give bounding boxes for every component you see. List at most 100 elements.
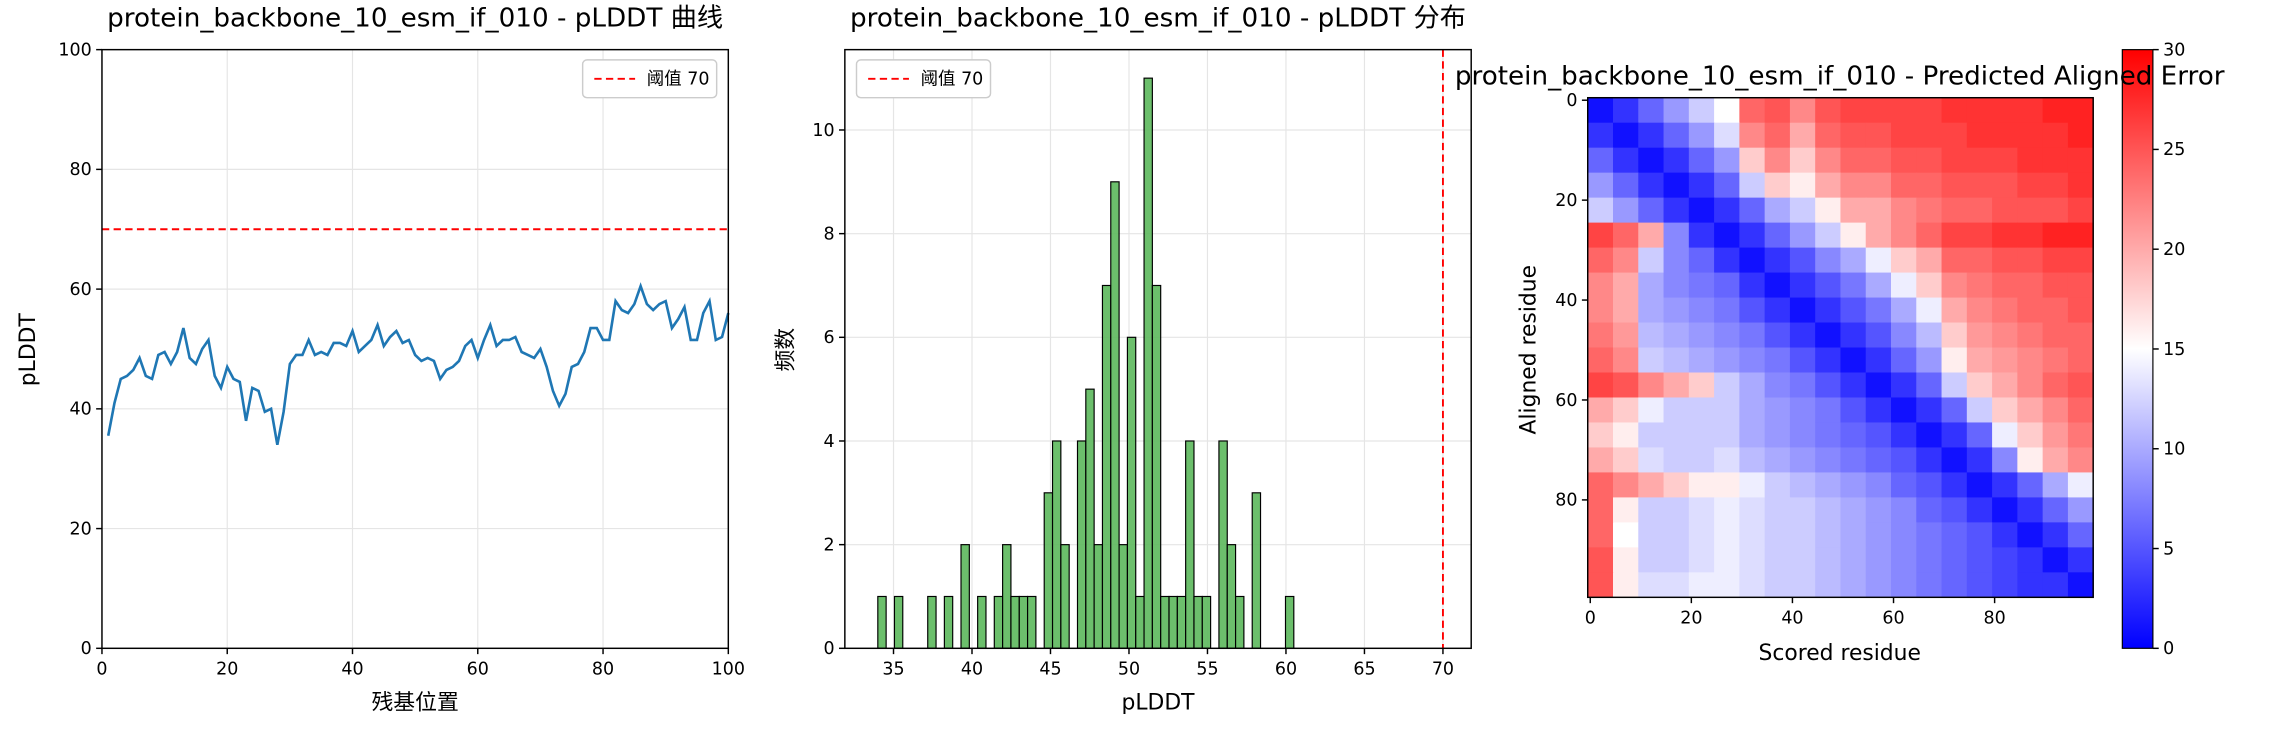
colorbar-tick-label: 15 — [2163, 340, 2185, 360]
histogram-bar — [1234, 595, 1245, 649]
heatmap-cell — [1941, 497, 1968, 523]
heatmap-cell — [1865, 447, 1892, 474]
histogram-bar — [1251, 492, 1262, 649]
heatmap-cell — [1613, 222, 1639, 249]
heatmap-cell — [1714, 447, 1740, 474]
heatmap-cell — [1613, 472, 1639, 498]
heatmap-cell — [1966, 422, 1993, 449]
heatmap-cell — [1865, 572, 1892, 598]
heatmap-cell — [1891, 572, 1917, 598]
heatmap-cell — [1638, 197, 1665, 224]
histogram-bar — [877, 595, 887, 649]
heatmap-cell — [1739, 172, 1766, 199]
heatmap-cell — [1688, 172, 1715, 199]
heatmap-cell — [1789, 397, 1816, 424]
x-tick-label: 60 — [467, 660, 489, 680]
heatmap-cell — [1688, 322, 1715, 349]
heatmap-cell — [1865, 522, 1892, 548]
heatmap-cell — [1663, 572, 1690, 598]
heatmap-cell — [1966, 397, 1993, 424]
heatmap-cell — [1865, 247, 1892, 274]
heatmap-cell — [1992, 197, 2018, 224]
heatmap-cell — [1739, 147, 1766, 174]
heatmap-cell — [1865, 322, 1892, 349]
heatmap-cell — [1865, 497, 1892, 523]
heatmap-cell — [1638, 497, 1665, 523]
heatmap-cell — [1891, 372, 1917, 399]
heatmap-cell — [1992, 297, 2018, 324]
heatmap-cell — [1613, 122, 1639, 149]
heatmap-cell — [1739, 522, 1766, 548]
legend-box — [581, 59, 718, 99]
heatmap-cell — [1739, 547, 1766, 573]
heatmap-cell — [1739, 247, 1766, 274]
heatmap-cell — [2067, 347, 2094, 374]
heatmap-cell — [1815, 247, 1842, 274]
heatmap-cell — [2042, 397, 2069, 424]
heatmap-cell — [1714, 197, 1740, 224]
heatmap-cell — [1663, 197, 1690, 224]
heatmap-cell — [2067, 547, 2094, 573]
heatmap-cell — [1688, 547, 1715, 573]
heatmap-cell — [1941, 347, 1968, 374]
heatmap-cell — [1992, 572, 2018, 598]
heatmap-cell — [1966, 497, 1993, 523]
heatmap-cell — [1663, 222, 1690, 249]
heatmap-cell — [2017, 522, 2044, 548]
x-tick-label: 0 — [1585, 609, 1596, 629]
heatmap-cell — [1840, 547, 1867, 573]
histogram-bar — [1151, 284, 1162, 649]
heatmap-cell — [1891, 522, 1917, 548]
heatmap-cell — [1916, 147, 1943, 174]
heatmap-cell — [2017, 397, 2044, 424]
heatmap-cell — [2067, 572, 2094, 598]
heatmap-cell — [2042, 372, 2069, 399]
heatmap-cell — [1916, 372, 1943, 399]
heatmap-cell — [2042, 447, 2069, 474]
heatmap-cell — [1815, 147, 1842, 174]
heatmap-cell — [1916, 522, 1943, 548]
heatmap-cell — [1739, 572, 1766, 598]
y-tick-label: 60 — [70, 280, 92, 300]
heatmap-cell — [1941, 372, 1968, 399]
heatmap-cell — [1916, 322, 1943, 349]
y-tick-label: 6 — [824, 328, 835, 348]
heatmap-cell — [1966, 222, 1993, 249]
heatmap-cell — [1992, 372, 2018, 399]
heatmap-cell — [2042, 222, 2069, 249]
heatmap-cell — [2042, 122, 2069, 149]
heatmap-cell — [1789, 122, 1816, 149]
heatmap-cell — [1941, 122, 1968, 149]
heatmap-cell — [1764, 122, 1791, 149]
heatmap-cell — [1688, 97, 1715, 124]
heatmap-cell — [1815, 347, 1842, 374]
heatmap-cell — [2017, 497, 2044, 523]
heatmap-cell — [1613, 197, 1639, 224]
y-axis-label: Aligned residue — [1516, 265, 1541, 434]
heatmap-cell — [1916, 197, 1943, 224]
heatmap-cell — [1992, 497, 2018, 523]
heatmap-cell — [1840, 297, 1867, 324]
heatmap-cell — [2042, 147, 2069, 174]
heatmap-cell — [1916, 447, 1943, 474]
axes-frame — [1587, 96, 2094, 599]
heatmap-cell — [1789, 372, 1816, 399]
heatmap-cell — [1739, 297, 1766, 324]
histogram-bar — [993, 595, 1004, 649]
x-tick-label: 80 — [592, 660, 614, 680]
heatmap-cell — [1739, 372, 1766, 399]
heatmap-cell — [1587, 147, 1614, 174]
histogram-bar — [1002, 544, 1012, 649]
heatmap-cell — [1840, 422, 1867, 449]
heatmap-cell — [1992, 472, 2018, 498]
heatmap-cell — [1891, 197, 1917, 224]
heatmap-cell — [1941, 572, 1968, 598]
heatmap-cell — [1916, 247, 1943, 274]
heatmap-cell — [1815, 97, 1842, 124]
heatmap-cell — [1764, 522, 1791, 548]
heatmap-cell — [1815, 272, 1842, 299]
x-tick-label: 70 — [1432, 660, 1454, 680]
heatmap-cell — [1613, 322, 1639, 349]
heatmap-cell — [1789, 497, 1816, 523]
